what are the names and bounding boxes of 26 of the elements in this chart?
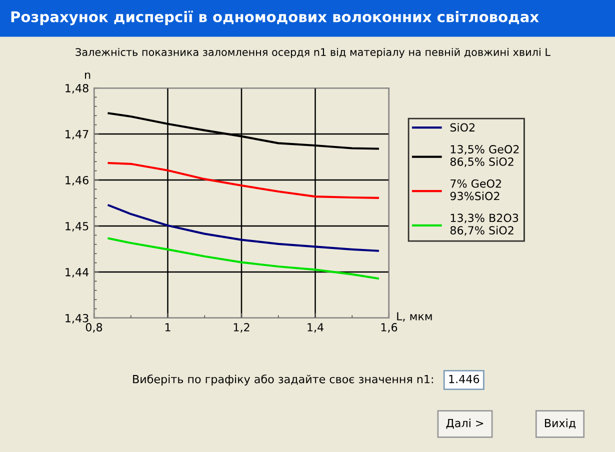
text: Вихід bbox=[544, 418, 576, 429]
text: Виберіть по графіку або задайте своє значення n1: bbox=[133, 374, 433, 386]
y-tick-label: 1,43 bbox=[66, 314, 88, 324]
line-series bbox=[108, 204, 379, 252]
text: Далі > bbox=[446, 418, 484, 429]
line-series bbox=[108, 237, 379, 280]
y-tick-label: 1,47 bbox=[66, 130, 88, 140]
x-tick-label: 1 bbox=[165, 323, 170, 332]
legend-label: 13,5% GeO2 86,5% SiO2 bbox=[450, 145, 519, 168]
line-series bbox=[108, 162, 379, 199]
y-tick-label: 1,48 bbox=[66, 84, 88, 94]
x-tick-label: 1,4 bbox=[308, 323, 324, 333]
x-tick-label: 1,2 bbox=[234, 323, 250, 333]
x-tick-label: 0,8 bbox=[86, 323, 102, 333]
x-tick-label: 1,6 bbox=[381, 323, 398, 333]
x-axis-title: L, мкм bbox=[397, 312, 432, 322]
legend-label: 13,3% B2O3 86,7% SiO2 bbox=[450, 214, 518, 236]
y-tick-label: 1,45 bbox=[66, 222, 88, 232]
y-axis-title: n bbox=[85, 72, 90, 79]
chart-title: Розрахунок дисперсії в одномодових волоконних світловодах bbox=[11, 10, 539, 26]
chart-subtitle: Залежність показника заломлення осердя n1 від матеріалу на певній довжині хвилі L bbox=[76, 48, 550, 58]
text: 1.446 bbox=[449, 374, 480, 384]
y-tick-label: 1,44 bbox=[66, 268, 89, 278]
legend-label: 7% GeO2 93%SiO2 bbox=[450, 179, 501, 200]
legend-label: SiO2 bbox=[450, 123, 475, 132]
y-tick-label: 1,46 bbox=[66, 176, 88, 186]
